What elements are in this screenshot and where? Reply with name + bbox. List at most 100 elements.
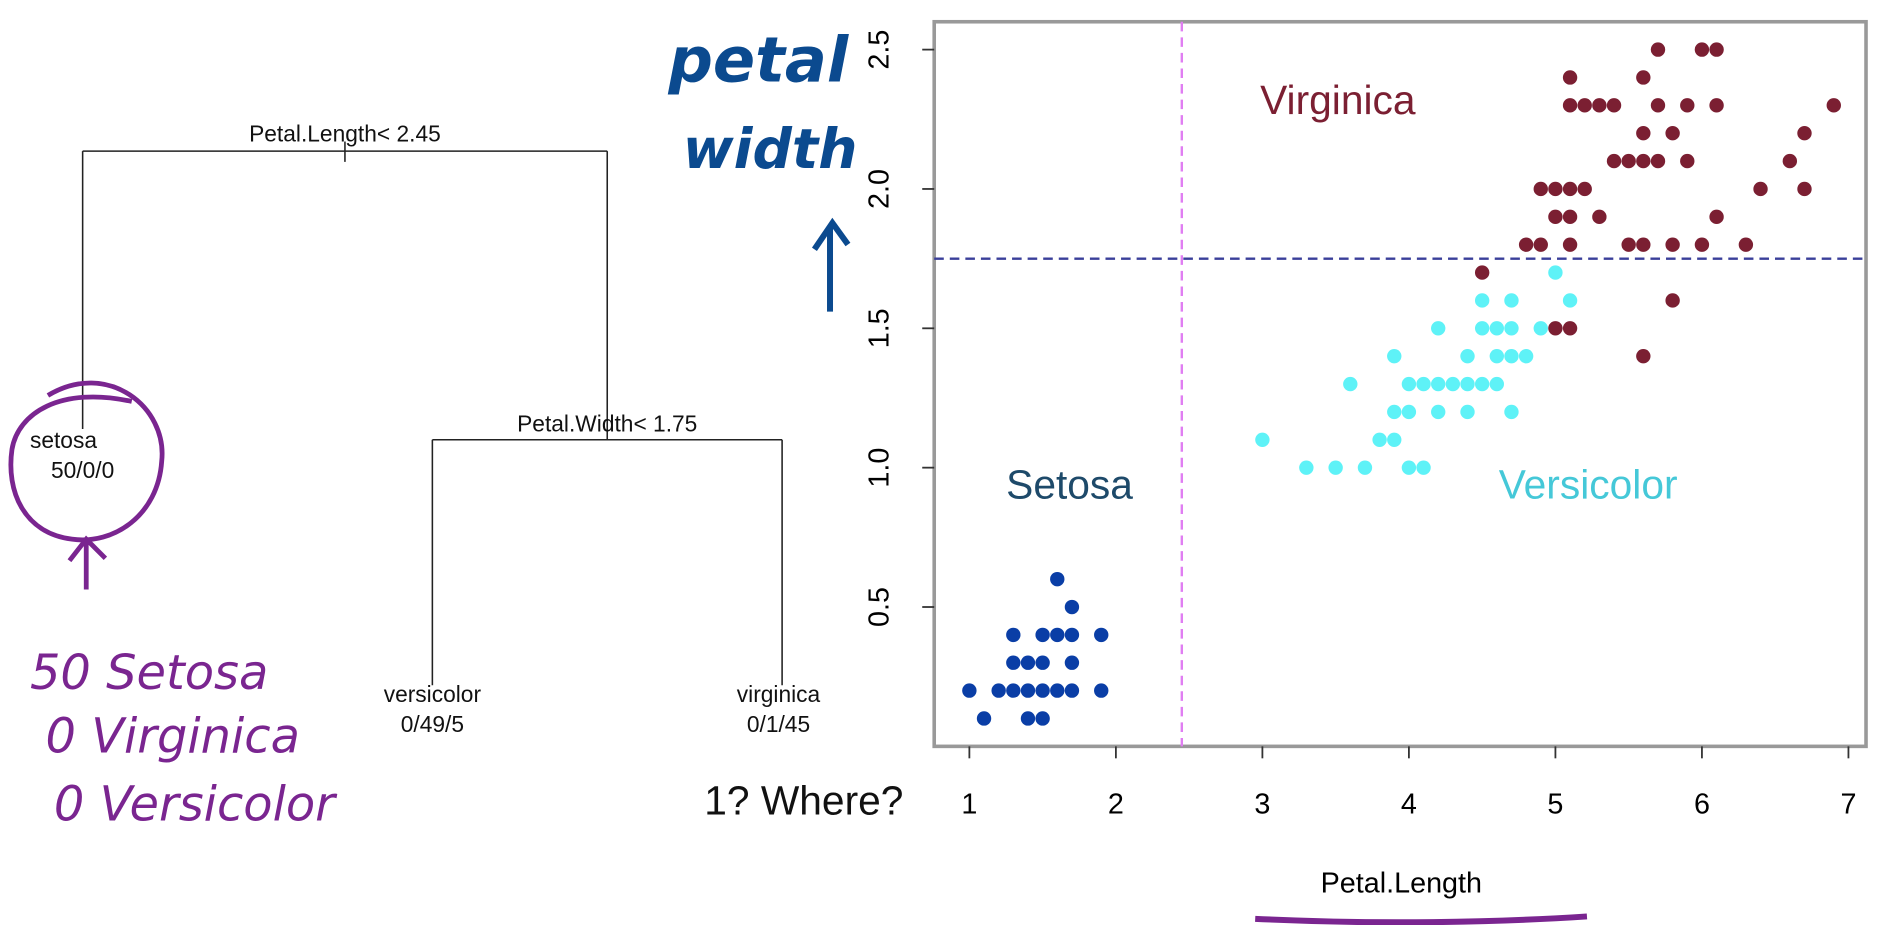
point <box>1489 321 1504 336</box>
point <box>1504 348 1519 364</box>
point <box>1416 376 1431 392</box>
point <box>1548 181 1563 197</box>
point <box>1035 655 1050 670</box>
leaf-counts: 0/49/5 <box>401 711 464 737</box>
point <box>1592 98 1607 113</box>
point <box>962 683 977 698</box>
region-label: Setosa <box>1006 461 1133 507</box>
point <box>1577 181 1592 197</box>
point <box>1387 432 1402 447</box>
point <box>1445 376 1461 392</box>
point <box>1562 181 1578 197</box>
point <box>1548 209 1563 225</box>
point <box>1665 126 1680 141</box>
point <box>1328 460 1343 475</box>
point <box>1650 98 1666 113</box>
point <box>1094 627 1109 643</box>
point <box>1020 655 1036 670</box>
point <box>1504 293 1519 308</box>
region-label: Versicolor <box>1499 461 1678 507</box>
point <box>1064 655 1080 670</box>
point <box>1474 376 1490 392</box>
point <box>1694 42 1710 57</box>
leaf-counts: 0/1/45 <box>747 711 810 737</box>
point <box>1489 376 1504 392</box>
point <box>1050 627 1065 643</box>
circle-annotation <box>8 380 165 543</box>
x-axis-label: Petal.Length <box>1321 867 1482 899</box>
underline <box>1255 913 1588 925</box>
axis-note: petal <box>667 24 850 97</box>
point <box>1489 348 1504 364</box>
point <box>1621 153 1636 169</box>
point <box>1562 70 1578 85</box>
point <box>1577 98 1592 113</box>
leaf-counts: 50/0/0 <box>51 457 114 483</box>
point <box>1606 153 1622 169</box>
y-tick-label: 2.0 <box>864 169 896 209</box>
point <box>976 711 992 726</box>
point <box>1709 42 1724 57</box>
point <box>1533 181 1548 197</box>
note-line: 50 Setosa <box>30 646 268 701</box>
point <box>1592 209 1607 225</box>
point <box>1504 321 1519 336</box>
leaf-label: versicolor <box>384 681 482 707</box>
point <box>1343 376 1358 392</box>
point <box>1064 627 1080 643</box>
note-line: 0 Virginica <box>46 709 301 764</box>
point <box>1460 348 1475 364</box>
note-line: 0 Versicolor <box>54 778 338 833</box>
point <box>1387 404 1402 420</box>
point <box>1299 460 1314 475</box>
x-tick-label: 3 <box>1254 788 1270 820</box>
point <box>1562 293 1578 308</box>
y-tick-label: 1.5 <box>864 308 896 348</box>
point <box>1636 348 1651 364</box>
point <box>1636 70 1651 85</box>
axis-note: width <box>683 117 858 181</box>
point <box>1533 321 1548 336</box>
point <box>1562 209 1578 225</box>
point <box>1636 126 1651 141</box>
point <box>1401 404 1417 420</box>
x-tick-label: 1 <box>961 788 977 820</box>
decision-tree: Petal.Length< 2.45 Petal.Width< 1.75 set… <box>30 121 821 737</box>
x-tick-label: 2 <box>1108 788 1124 820</box>
point <box>1518 237 1534 252</box>
point <box>1753 181 1768 197</box>
y-tick-label: 0.5 <box>864 587 896 627</box>
point <box>1797 126 1812 141</box>
point <box>1050 683 1065 698</box>
point <box>1050 571 1065 587</box>
point <box>1709 209 1724 225</box>
region-labels: Virginica Setosa Versicolor <box>1006 77 1677 507</box>
point <box>1020 711 1036 726</box>
point <box>1680 98 1695 113</box>
point <box>1636 153 1651 169</box>
leaf-label: virginica <box>737 681 821 707</box>
x-tick-label: 5 <box>1547 788 1563 820</box>
point <box>1548 265 1563 280</box>
point <box>1064 599 1080 615</box>
point <box>1650 153 1666 169</box>
split-label: Petal.Length< 2.45 <box>249 121 441 147</box>
point <box>1606 98 1622 113</box>
question: 1? Where? <box>704 778 903 824</box>
point <box>1797 181 1812 197</box>
point <box>1636 237 1651 252</box>
point <box>1665 293 1680 308</box>
arrow <box>811 217 851 312</box>
point <box>1533 237 1548 252</box>
y-tick-label: 1.0 <box>864 448 896 488</box>
point <box>1431 376 1446 392</box>
region-label: Virginica <box>1260 77 1416 123</box>
x-tick-label: 6 <box>1694 788 1710 820</box>
x-tick-label: 4 <box>1401 788 1417 820</box>
point <box>1401 376 1417 392</box>
point <box>1372 432 1387 447</box>
point <box>1006 655 1021 670</box>
handwriting: 50 Setosa 0 Virginica 0 Versicolor petal… <box>8 24 1588 925</box>
point <box>1460 404 1475 420</box>
plot-frame <box>932 19 1868 749</box>
